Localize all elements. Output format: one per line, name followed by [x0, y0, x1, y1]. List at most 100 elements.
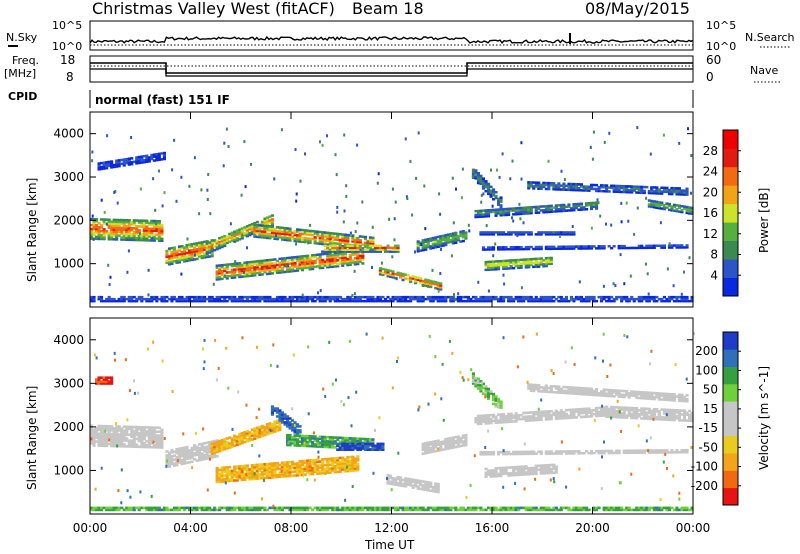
- power-cell: [552, 184, 556, 187]
- velocity-cell: [542, 464, 546, 467]
- velocity-cell: [215, 447, 219, 450]
- power-cell: [680, 193, 684, 196]
- velocity-cell: [145, 434, 149, 437]
- velocity-cell: [421, 448, 425, 451]
- power-cell: [92, 295, 96, 299]
- velocity-cell: [157, 438, 161, 441]
- power-cell: [630, 185, 634, 188]
- power-cell: [569, 207, 573, 210]
- power-cell: [404, 299, 408, 303]
- velocity-cell: [157, 430, 161, 433]
- power-cell: [552, 247, 556, 250]
- power-cell: [348, 261, 352, 265]
- power-cell: [489, 299, 493, 303]
- power-cell: [218, 297, 222, 301]
- power-cell: [507, 263, 511, 266]
- power-cell: [373, 299, 377, 303]
- velocity-cell: [100, 426, 104, 430]
- power-cell: [225, 235, 229, 239]
- power-cell: [286, 233, 290, 236]
- velocity-cell: [341, 460, 345, 463]
- velocity-cell: [389, 482, 393, 485]
- velocity-cell: [351, 469, 355, 472]
- power-cell: [107, 222, 111, 225]
- velocity-cell: [230, 479, 234, 482]
- velocity-cell: [213, 447, 217, 451]
- velocity-cell: [105, 438, 109, 442]
- power-cell: [155, 222, 158, 226]
- velocity-cell: [175, 455, 179, 459]
- power-cell: [238, 265, 242, 269]
- power-cell: [376, 248, 380, 251]
- power-cell: [484, 264, 488, 268]
- power-cell: [209, 212, 212, 216]
- power-cell: [524, 295, 528, 299]
- power-cell: [120, 236, 124, 239]
- power-cell: [135, 156, 139, 159]
- velocity-cell: [243, 435, 247, 438]
- power-cell: [218, 270, 222, 273]
- velocity-cell: [358, 442, 362, 446]
- power-cell: [303, 299, 307, 303]
- velocity-cell: [102, 428, 106, 432]
- power-cell: [135, 219, 139, 222]
- velocity-cell: [122, 425, 126, 429]
- power-cell: [652, 204, 656, 207]
- velocity-cell: [313, 470, 317, 474]
- power-cell: [677, 191, 681, 194]
- power-cell: [652, 295, 656, 299]
- power-cell: [203, 256, 207, 259]
- power-cell: [371, 299, 375, 303]
- velocity-cell: [263, 463, 267, 466]
- power-cell: [569, 188, 573, 192]
- power-cell: [205, 253, 209, 257]
- velocity-cell: [263, 431, 267, 435]
- velocity-cell: [270, 470, 274, 473]
- velocity-cell: [484, 422, 488, 425]
- power-cell: [348, 295, 352, 299]
- power-cell: [386, 274, 390, 278]
- power-cell: [366, 297, 370, 301]
- power-cell: [512, 263, 516, 266]
- power-cell: [188, 255, 192, 258]
- power-cell: [391, 272, 395, 275]
- velocity-cell: [223, 444, 227, 447]
- power-cell: [524, 262, 528, 265]
- velocity-cell: [280, 419, 284, 422]
- power-cell: [502, 209, 506, 213]
- velocity-cell: [316, 460, 320, 464]
- power-cell: [341, 254, 345, 258]
- velocity-cell: [230, 437, 234, 440]
- power-cell: [396, 246, 400, 250]
- power-cell: [260, 259, 264, 263]
- power-cell: [301, 295, 305, 299]
- power-cell: [298, 265, 302, 268]
- power-cell: [238, 271, 242, 275]
- velocity-cell: [298, 462, 302, 465]
- power-cell: [522, 233, 526, 236]
- power-cell: [426, 241, 430, 245]
- power-cell: [429, 295, 433, 299]
- power-cell: [454, 241, 458, 244]
- velocity-cell: [454, 439, 458, 443]
- power-cell: [270, 224, 274, 227]
- power-cell: [265, 220, 269, 223]
- velocity-cell: [240, 441, 244, 445]
- velocity-cell: [431, 448, 435, 451]
- power-cell: [409, 276, 413, 280]
- velocity-cell: [223, 446, 227, 449]
- power-cell: [115, 299, 119, 303]
- power-cell: [431, 295, 435, 299]
- power-cell: [328, 265, 332, 269]
- velocity-cell: [499, 417, 503, 420]
- velocity-cell: [527, 419, 531, 422]
- velocity-cell: [286, 419, 290, 422]
- noise-tick-bottom-right: 10^0: [706, 40, 736, 53]
- velocity-cell: [381, 446, 385, 450]
- power-cell: [278, 267, 282, 270]
- power-cell: [572, 245, 576, 248]
- velocity-cell: [396, 483, 400, 487]
- power-cell: [248, 266, 252, 270]
- velocity-cell: [152, 428, 156, 431]
- power-cell: [650, 205, 654, 209]
